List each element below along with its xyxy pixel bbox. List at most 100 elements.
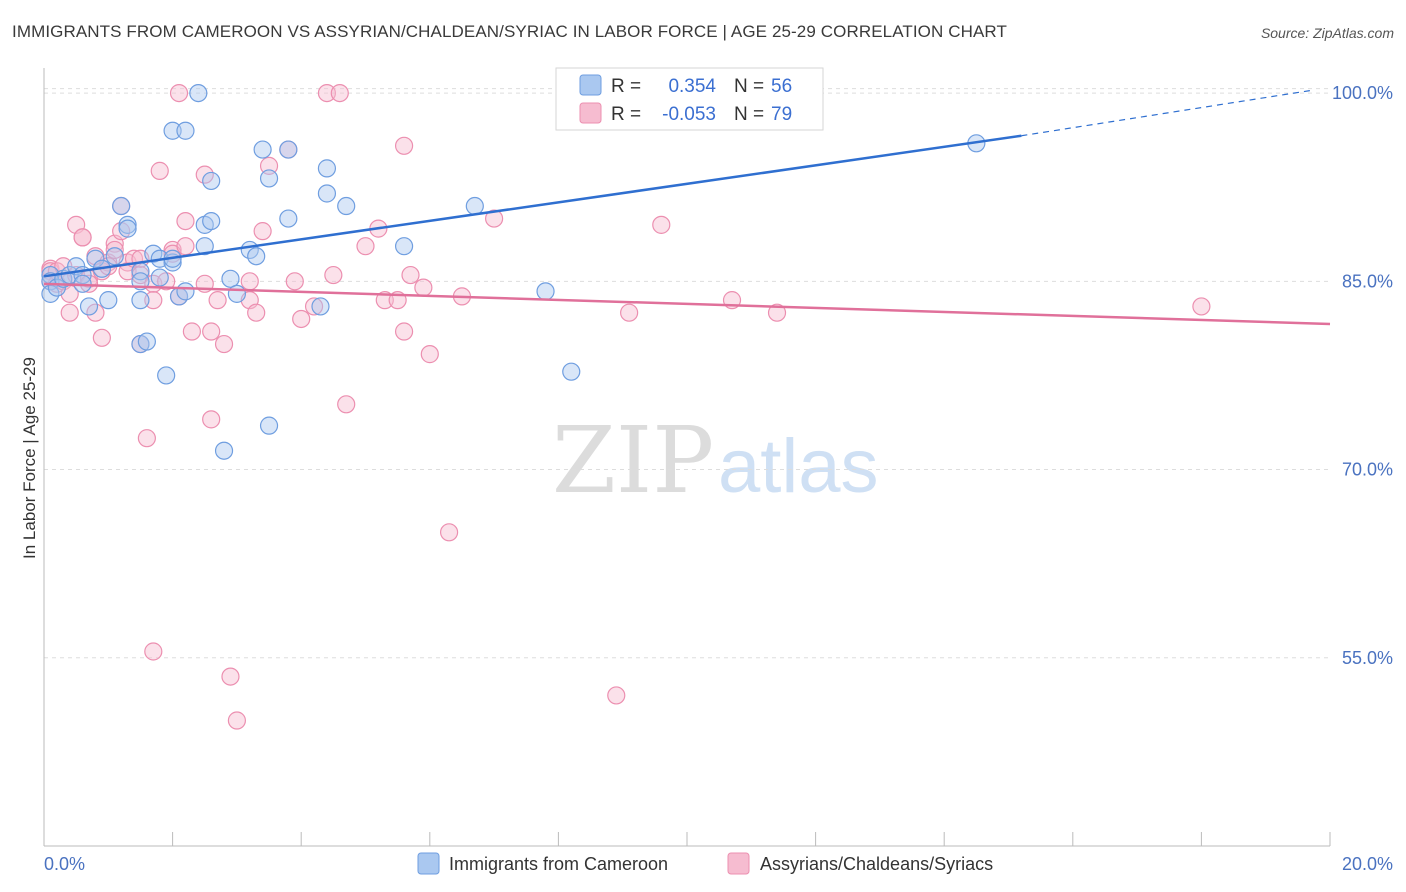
point-assyrians <box>375 291 394 310</box>
point-assyrians <box>620 303 639 322</box>
point-assyrians <box>92 328 111 347</box>
point-cameroon <box>394 237 414 256</box>
point-assyrians <box>247 303 266 322</box>
bottom-legend-swatch-assyrians <box>727 852 750 875</box>
y-tick-labels: 55.0% 70.0% 85.0% 100.0% <box>1332 83 1393 668</box>
point-cameroon <box>150 268 169 287</box>
point-cameroon <box>259 416 279 435</box>
bottom-legend-swatch-cameroon <box>417 852 440 875</box>
point-cameroon <box>337 196 356 216</box>
point-assyrians <box>485 209 504 228</box>
point-assyrians <box>1192 297 1211 316</box>
point-cameroon <box>195 237 214 256</box>
point-assyrians <box>202 322 221 341</box>
legend-n-label-2: N = <box>734 104 764 125</box>
legend-n-label-1: N = <box>734 76 764 97</box>
stats-legend: R = 0.354 N = 56 R = -0.053 N = 79 <box>555 67 824 131</box>
series-legend: Immigrants from Cameroon Assyrians/Chald… <box>417 852 993 875</box>
point-assyrians <box>240 272 259 291</box>
x-tick-label-min: 0.0% <box>44 854 85 874</box>
point-assyrians <box>105 240 124 260</box>
legend-r-label-2: R = <box>611 104 641 125</box>
point-cameroon <box>79 297 99 316</box>
point-assyrians <box>420 345 439 364</box>
point-cameroon <box>279 209 298 228</box>
trend-line-cameroon-extension <box>1021 89 1311 137</box>
chart-title: IMMIGRANTS FROM CAMEROON VS ASSYRIAN/CHA… <box>12 22 1007 41</box>
point-assyrians <box>317 83 337 103</box>
point-assyrians <box>227 711 246 730</box>
point-cameroon <box>105 247 124 266</box>
legend-r-value-1: 0.354 <box>668 76 716 97</box>
legend-n-value-2: 79 <box>771 104 792 125</box>
point-cameroon <box>562 362 581 381</box>
x-ticks <box>43 832 1331 846</box>
point-assyrians <box>394 322 414 341</box>
watermark-zip: ZIP <box>552 407 714 514</box>
point-assyrians <box>401 265 420 285</box>
x-tick-label-max: 20.0% <box>1342 854 1393 874</box>
point-assyrians <box>330 83 349 103</box>
point-assyrians <box>767 303 787 322</box>
point-cameroon <box>221 269 240 288</box>
point-assyrians <box>60 303 79 322</box>
point-assyrians <box>304 297 324 316</box>
point-assyrians <box>253 222 272 241</box>
point-assyrians <box>144 642 163 661</box>
y-tick-label: 55.0% <box>1342 648 1393 668</box>
point-cameroon <box>202 171 221 191</box>
point-cameroon <box>202 211 221 231</box>
y-tick-label: 70.0% <box>1342 460 1393 480</box>
point-cameroon <box>227 284 246 303</box>
point-assyrians <box>182 322 201 341</box>
point-assyrians <box>394 136 414 155</box>
point-assyrians <box>150 161 169 180</box>
point-assyrians <box>652 215 671 234</box>
legend-swatch-cameroon <box>579 74 602 96</box>
point-assyrians <box>337 395 356 414</box>
point-assyrians <box>176 237 195 256</box>
bottom-legend-label-assyrians: Assyrians/Chaldeans/Syriacs <box>760 854 993 874</box>
point-cameroon <box>118 219 137 238</box>
point-cameroon <box>259 169 279 188</box>
point-cameroon <box>189 83 208 103</box>
point-cameroon <box>112 196 131 216</box>
point-cameroon <box>465 196 484 216</box>
point-cameroon <box>311 297 330 316</box>
point-assyrians <box>356 237 375 256</box>
point-assyrians <box>144 291 163 310</box>
legend-r-value-2: -0.053 <box>662 104 716 125</box>
point-assyrians <box>202 410 221 429</box>
point-assyrians <box>292 309 311 329</box>
point-cameroon <box>247 247 266 266</box>
point-assyrians <box>607 686 626 705</box>
point-assyrians <box>137 429 156 448</box>
legend-n-value-1: 56 <box>771 76 792 97</box>
point-assyrians <box>221 667 240 686</box>
legend-r-label-1: R = <box>611 76 641 97</box>
series-cameroon-points <box>41 83 986 460</box>
point-assyrians <box>285 272 304 291</box>
point-cameroon <box>86 249 105 268</box>
point-assyrians <box>208 291 227 310</box>
y-axis-label: In Labor Force | Age 25-29 <box>20 357 39 559</box>
y-tick-label: 85.0% <box>1342 271 1393 291</box>
point-cameroon <box>317 159 337 178</box>
watermark-atlas: atlas <box>718 424 879 509</box>
point-cameroon <box>176 121 195 140</box>
point-assyrians <box>169 83 189 103</box>
point-cameroon <box>99 291 118 310</box>
point-assyrians <box>439 523 459 542</box>
point-cameroon <box>137 332 156 351</box>
point-assyrians <box>259 156 279 175</box>
point-assyrians <box>324 265 343 285</box>
legend-swatch-assyrians <box>579 102 602 124</box>
gridlines <box>44 88 1330 659</box>
point-assyrians <box>414 278 433 297</box>
y-tick-label: 100.0% <box>1332 83 1393 103</box>
point-cameroon <box>317 184 337 203</box>
source-credit: Source: ZipAtlas.com <box>1260 25 1394 41</box>
trend-line-assyrians <box>43 282 1331 326</box>
point-cameroon <box>536 282 555 301</box>
